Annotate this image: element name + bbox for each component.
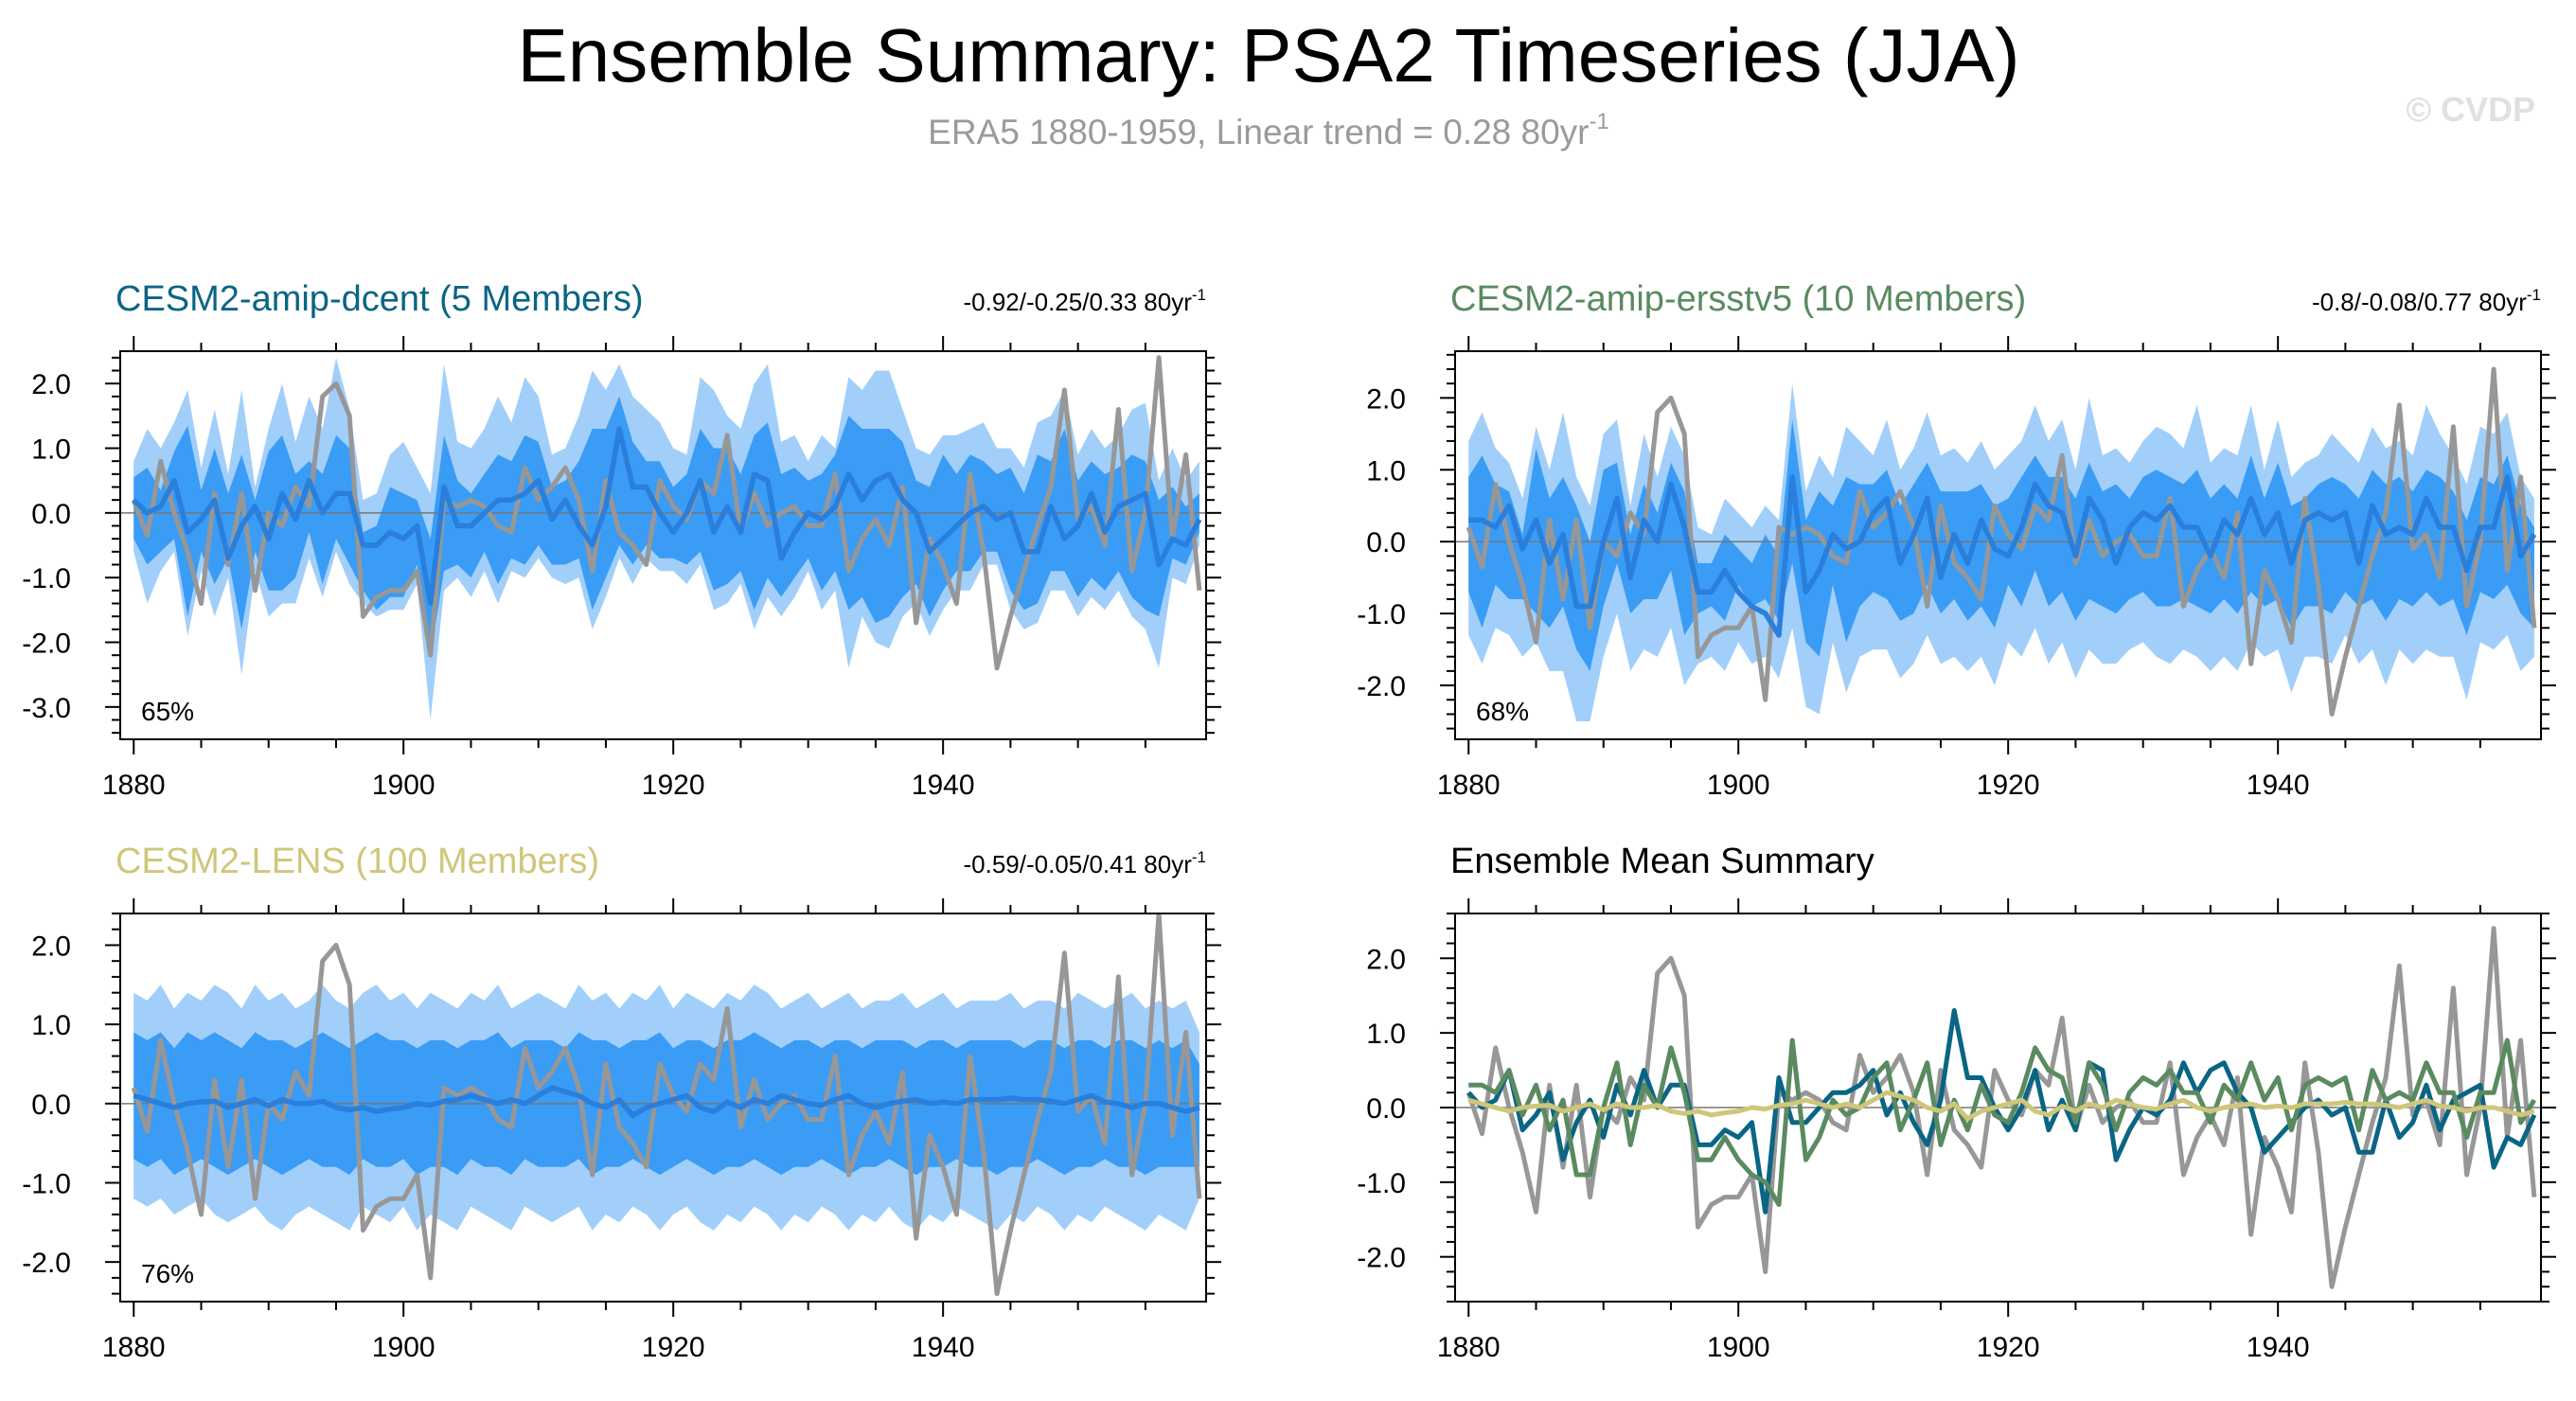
trend-text: -0.59/-0.05/0.41 80yr-1 [963,848,1206,878]
panel-title: CESM2-amip-dcent (5 Members) [115,279,643,319]
ensemble-mean-line [132,426,1202,607]
y-tick-label: -3.0 [22,693,71,724]
inner-range-band [1468,419,2534,671]
y-tick-label: -2.0 [22,1248,71,1279]
y-tick-label: 0.0 [1366,527,1406,559]
y-tick-label: 0.0 [1366,1093,1406,1125]
watermark: © CVDP [2406,90,2535,129]
y-tick-label: 1.0 [1366,455,1406,487]
x-tick-label: 1880 [102,1332,166,1363]
obs-line [131,913,1202,1297]
figure-subtitle-text: ERA5 1880-1959, Linear trend = 0.28 80yr [928,113,1589,151]
y-tick-label: -2.0 [1357,671,1406,702]
x-tick-label: 1880 [102,770,166,801]
trend-value: -0.92/-0.25/0.33 80yr [963,288,1192,316]
panels: CESM2-amip-dcent (5 Members) -0.92/-0.25/… [22,279,2556,1363]
y-tick-label: -2.0 [1357,1243,1406,1274]
ensemble-mean-line [133,1085,1200,1119]
percent-label: 76% [141,1259,194,1288]
y-tick-label: -1.0 [22,563,71,594]
trend-sup: -1 [1192,848,1206,866]
y-tick-label: 2.0 [1366,944,1406,975]
y-tick-label: 0.0 [31,499,71,530]
trend-sup: -1 [2527,286,2541,304]
trend-value: -0.59/-0.05/0.41 80yr [963,850,1192,878]
x-tick-label: 1940 [2247,1332,2310,1363]
plot-area [120,355,1206,720]
x-tick-label: 1940 [912,1332,975,1363]
figure-title: Ensemble Summary: PSA2 Timeseries (JJA) [517,13,2019,98]
trend-text: -0.92/-0.25/0.33 80yr-1 [963,286,1206,316]
panel-title: CESM2-LENS (100 Members) [115,842,599,881]
y-tick-label: 1.0 [31,1010,71,1041]
x-tick-label: 1940 [2247,770,2310,801]
y-tick-label: 2.0 [1366,383,1406,415]
y-tick-label: -1.0 [22,1168,71,1199]
plot-area [1455,366,2541,721]
y-tick-label: 1.0 [1366,1019,1406,1050]
y-tick-label: 1.0 [31,434,71,466]
panel-bottom-left: CESM2-LENS (100 Members) -0.59/-0.05/0.41… [22,842,1221,1363]
x-tick-label: 1920 [642,770,705,801]
x-tick-label: 1900 [372,770,435,801]
x-tick-label: 1900 [1707,1332,1770,1363]
x-tick-label: 1940 [912,770,975,801]
x-tick-label: 1900 [1707,770,1770,801]
trend-sup: -1 [1192,286,1206,304]
plot-frame [119,913,1207,1303]
x-tick-label: 1920 [1977,770,2040,801]
plot-area [120,913,1206,1297]
y-tick-label: 0.0 [31,1090,71,1121]
panel-top-right: CESM2-amip-ersstv5 (10 Members) -0.8/-0.0… [1357,279,2556,801]
y-tick-label: -2.0 [22,629,71,660]
plot-area [1455,926,2541,1289]
panel-top-left: CESM2-amip-dcent (5 Members) -0.92/-0.25/… [22,279,1221,801]
obs-line [1466,366,2537,717]
figure-subtitle-sup: -1 [1590,109,1609,134]
x-tick-label: 1880 [1437,1332,1501,1363]
plot-frame [119,350,1207,740]
y-tick-label: 2.0 [31,369,71,400]
x-tick-label: 1880 [1437,770,1501,801]
ensemble-mean-line [1468,474,2537,638]
series-line-cesm2-amip-ersstv5 [1468,1037,2537,1207]
x-tick-label: 1900 [372,1332,435,1363]
panel-title: CESM2-amip-ersstv5 (10 Members) [1450,279,2026,319]
figure-subtitle: ERA5 1880-1959, Linear trend = 0.28 80yr… [928,109,1609,151]
y-tick-label: -1.0 [1357,1168,1406,1199]
series-line-cesm2-lens [1467,1090,2535,1122]
trend-text: -0.8/-0.08/0.77 80yr-1 [2312,286,2541,316]
y-tick-label: -1.0 [1357,599,1406,630]
x-tick-label: 1920 [642,1332,705,1363]
percent-label: 68% [1476,697,1529,726]
x-tick-label: 1920 [1977,1332,2040,1363]
panel-bottom-right: Ensemble Mean Summary 1880 1900 1920 1940 2.0… [1357,842,2556,1363]
y-tick-label: 2.0 [31,931,71,962]
plot-frame [1454,350,2542,740]
panel-title: Ensemble Mean Summary [1450,842,1874,881]
trend-value: -0.8/-0.08/0.77 80yr [2312,288,2527,316]
percent-label: 65% [141,697,194,726]
